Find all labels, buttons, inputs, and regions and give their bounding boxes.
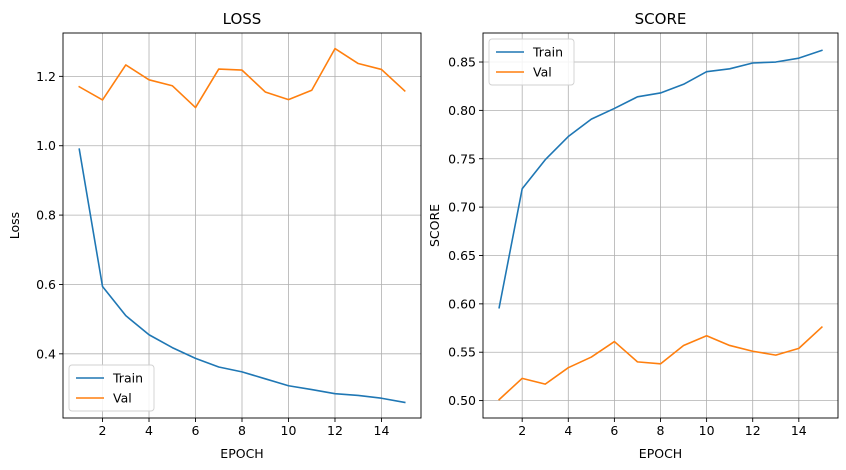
score-legend: Train Val — [488, 38, 575, 86]
score-chart-title: SCORE — [635, 10, 687, 28]
score-xtick-label: 12 — [745, 423, 761, 438]
score-xtick-label: 10 — [699, 423, 715, 438]
loss-ytick-label: 0.6 — [36, 277, 56, 292]
score-xtick-label: 2 — [518, 423, 526, 438]
loss-xtick-label: 2 — [99, 423, 107, 438]
score-ytick-label: 0.55 — [448, 345, 476, 360]
score-ytick-label: 0.65 — [448, 248, 476, 263]
score-x-axis-label: EPOCH — [639, 446, 682, 461]
score-ytick-label: 0.80 — [448, 103, 476, 118]
loss-xtick-label: 14 — [374, 423, 390, 438]
loss-xtick-label: 10 — [281, 423, 297, 438]
loss-legend-box — [68, 364, 155, 412]
loss-series-val-line — [78, 47, 406, 109]
score-series-train-line — [498, 49, 823, 309]
loss-x-axis-label: EPOCH — [220, 446, 263, 461]
loss-ytick-label: 1.2 — [36, 69, 56, 84]
score-ytick-label: 0.85 — [448, 55, 476, 70]
loss-xtick-label: 12 — [327, 423, 343, 438]
loss-legend-label-train: Train — [112, 371, 143, 386]
score-legend-box — [488, 38, 575, 86]
score-xtick-label: 8 — [657, 423, 665, 438]
score-chart: 2 4 6 8 10 12 14 0.50 0.55 0.60 0.65 0.70 0.75 0.80 0.… — [427, 10, 839, 461]
loss-ytick-label: 1.0 — [36, 138, 56, 153]
loss-chart-title: LOSS — [223, 10, 262, 28]
score-legend-label-val: Val — [533, 65, 552, 80]
score-y-axis-label: SCORE — [427, 204, 442, 247]
score-series-val-line — [498, 325, 823, 401]
score-ytick-label: 0.50 — [448, 393, 476, 408]
loss-xtick-label: 6 — [192, 423, 200, 438]
loss-series-train-line — [78, 148, 406, 404]
loss-y-axis-label: Loss — [7, 212, 22, 239]
score-ytick-label: 0.70 — [448, 200, 476, 215]
loss-ytick-label: 0.4 — [36, 346, 56, 361]
loss-xtick-label: 4 — [145, 423, 153, 438]
loss-legend-label-val: Val — [113, 391, 132, 406]
loss-ytick-label: 0.8 — [36, 208, 56, 223]
score-ytick-label: 0.75 — [448, 151, 476, 166]
score-xtick-label: 4 — [564, 423, 572, 438]
loss-legend: Train Val — [68, 364, 155, 412]
score-ytick-label: 0.60 — [448, 296, 476, 311]
loss-xtick-label: 8 — [238, 423, 246, 438]
score-xtick-label: 14 — [791, 423, 807, 438]
loss-chart: 2 4 6 8 10 12 14 0.4 0.6 0.8 1.0 1.2 LOSS EPOCH Loss Tr… — [7, 10, 422, 461]
score-xtick-label: 6 — [610, 423, 618, 438]
score-legend-label-train: Train — [532, 45, 563, 60]
